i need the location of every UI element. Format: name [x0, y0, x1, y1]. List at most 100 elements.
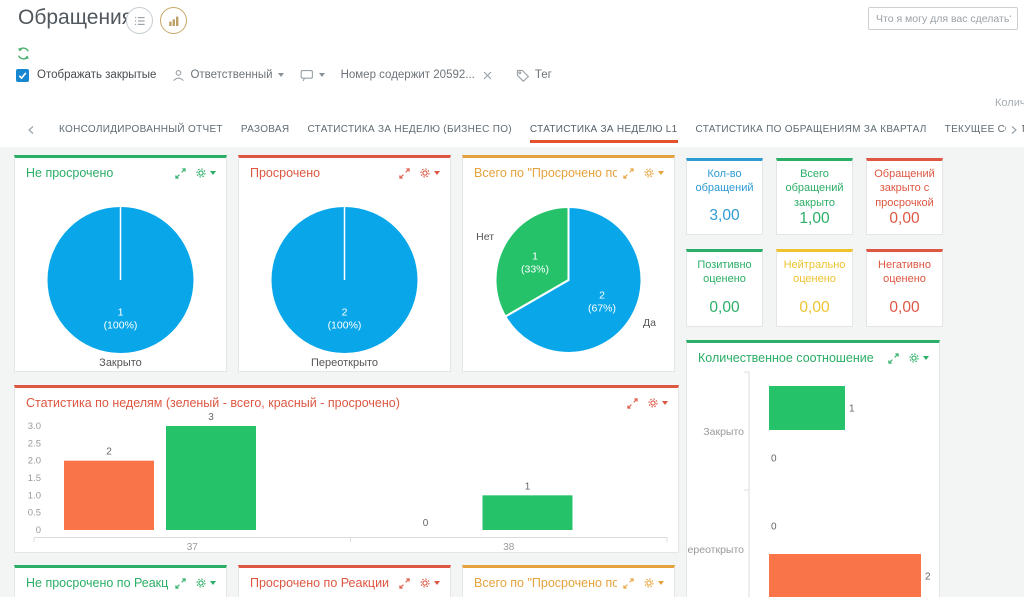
indicator-value: 0,00 — [889, 299, 920, 316]
svg-text:0.5: 0.5 — [28, 508, 41, 519]
analytics-view-button[interactable] — [160, 7, 187, 34]
svg-text:Закрыто: Закрыто — [99, 357, 142, 369]
indicator-closed-total: Всего обращений закрыто 1,00 — [776, 158, 853, 235]
svg-text:(100%): (100%) — [104, 320, 138, 332]
widget-header: Просрочено — [239, 158, 450, 180]
tabs-scroll-left[interactable] — [27, 125, 41, 143]
tab-consolidated-report[interactable]: КОНСОЛИДИРОВАННЫЙ ОТЧЕТ — [59, 124, 223, 135]
tab-week-stats-business[interactable]: СТАТИСТИКА ЗА НЕДЕЛЮ (БИЗНЕС ПО) — [307, 124, 512, 135]
caret-down-icon — [434, 581, 440, 585]
show-closed-checkbox[interactable] — [16, 68, 29, 82]
owner-filter[interactable]: Ответственный — [172, 69, 284, 82]
svg-text:2: 2 — [925, 572, 931, 583]
svg-text:1: 1 — [849, 404, 855, 415]
expand-icon — [623, 167, 634, 179]
caret-down-icon — [210, 171, 216, 175]
expand-icon — [175, 577, 186, 589]
widget-title: Всего по "Просрочено по ... — [474, 576, 617, 590]
refresh-button[interactable] — [16, 46, 32, 62]
expand-button[interactable] — [399, 577, 410, 589]
svg-text:2.0: 2.0 — [28, 456, 41, 467]
svg-text:0: 0 — [36, 525, 41, 536]
tab-quarter-stats[interactable]: СТАТИСТИКА ПО ОБРАЩЕНИЯМ ЗА КВАРТАЛ — [695, 124, 927, 135]
caret-down-icon — [210, 581, 216, 585]
chevron-right-icon — [1011, 126, 1017, 134]
show-closed-label: Отображать закрытые — [37, 69, 157, 81]
gear-icon — [644, 168, 654, 178]
message-filter[interactable] — [300, 69, 325, 82]
widget-quantitative-ratio: Количественное соотношение Закрыто 1 0 Пере… — [686, 340, 940, 597]
svg-text:Закрыто: Закрыто — [703, 426, 744, 438]
svg-text:Переоткрыто: Переоткрыто — [311, 357, 378, 369]
list-view-button[interactable] — [126, 7, 153, 34]
tag-filter[interactable]: Тег — [516, 69, 552, 82]
expand-icon — [888, 352, 899, 364]
widget-settings-button[interactable] — [195, 167, 216, 179]
indicator-title: Негативно оценено — [878, 259, 931, 286]
widget-title: Не просрочено — [26, 166, 114, 180]
tab-one-time[interactable]: РАЗОВАЯ — [240, 124, 290, 135]
speech-bubble-icon — [300, 69, 313, 81]
expand-button[interactable] — [627, 397, 638, 409]
indicator-value: 1,00 — [799, 209, 830, 227]
indicator-value: 3,00 — [709, 207, 740, 224]
caret-down-icon — [658, 171, 664, 175]
chevron-left-icon — [28, 126, 34, 134]
widget-settings-button[interactable] — [195, 577, 216, 589]
tag-icon — [516, 69, 530, 82]
caret-down-icon — [318, 73, 325, 77]
pie-chart-overdue: 2 (100%) Переоткрыто — [239, 188, 450, 371]
widget-weekly-stats: Статистика по неделям (зеленый - всего, … — [14, 385, 679, 553]
widget-settings-button[interactable] — [419, 577, 440, 589]
caret-down-icon — [434, 171, 440, 175]
tabs-scroll-right[interactable] — [1006, 117, 1022, 143]
indicator-value: 0,00 — [889, 209, 920, 227]
caret-down-icon — [662, 401, 668, 405]
tab-week-stats-l1[interactable]: СТАТИСТИКА ЗА НЕДЕЛЮ L1 — [529, 124, 678, 143]
widget-settings-button[interactable] — [908, 352, 929, 364]
number-filter-text: Номер содержит 20592... — [340, 69, 475, 81]
svg-text:1: 1 — [118, 307, 124, 319]
gear-icon — [420, 578, 430, 588]
widget-settings-button[interactable] — [647, 397, 668, 409]
widget-header: Количественное соотношение — [687, 343, 939, 365]
assistant-search-input[interactable] — [874, 11, 1013, 26]
expand-icon — [175, 167, 186, 179]
number-filter-chip[interactable]: Номер содержит 20592... — [341, 69, 492, 81]
remove-filter-button[interactable] — [483, 71, 492, 80]
pie-chart-total: 2 (67%) Да 1 (33%) Нет — [463, 188, 674, 371]
widget-settings-button[interactable] — [643, 167, 664, 179]
indicator-neutral: Нейтрально оценено 0,00 — [776, 249, 853, 327]
caret-down-icon — [658, 581, 664, 585]
dashboard-tabbar: КОНСОЛИДИРОВАННЫЙ ОТЧЕТ РАЗОВАЯ СТАТИСТИ… — [0, 117, 1024, 143]
expand-button[interactable] — [623, 577, 634, 589]
svg-text:Нет: Нет — [476, 231, 494, 243]
caret-down-icon — [923, 356, 929, 360]
widget-total-overdue: Всего по "Просрочено по ... 2(67%) Да 1(33… — [462, 155, 675, 372]
truncated-right-label: Колич — [995, 97, 1024, 109]
svg-text:38: 38 — [503, 542, 515, 552]
indicator-title: Кол-во обращений — [695, 168, 754, 195]
svg-text:(100%): (100%) — [328, 320, 362, 332]
svg-text:(33%): (33%) — [521, 264, 549, 276]
assistant-search-box[interactable] — [868, 7, 1018, 30]
gear-icon — [644, 578, 654, 588]
expand-icon — [627, 397, 638, 409]
expand-button[interactable] — [175, 167, 186, 179]
expand-button[interactable] — [175, 577, 186, 589]
widget-header: Не просрочено — [15, 158, 226, 180]
expand-icon — [399, 577, 410, 589]
widget-settings-button[interactable] — [419, 167, 440, 179]
svg-text:0: 0 — [423, 518, 429, 529]
widget-title: Просрочено — [250, 166, 321, 180]
widget-overdue: Просрочено 2 (100%) Переоткрыто — [238, 155, 451, 372]
widget-not-overdue-by-reaction: Не просрочено по Реакции — [14, 565, 227, 597]
expand-button[interactable] — [399, 167, 410, 179]
svg-text:1.5: 1.5 — [28, 473, 41, 484]
expand-button[interactable] — [888, 352, 899, 364]
svg-text:0: 0 — [771, 522, 777, 533]
close-icon — [483, 71, 492, 79]
expand-button[interactable] — [623, 167, 634, 179]
tab-open-cases-state[interactable]: ТЕКУЩЕЕ СОСТОЯНИЕ ПО ОТКРЫТЫМ ОБРАЩЕ — [944, 124, 1024, 135]
widget-settings-button[interactable] — [643, 577, 664, 589]
